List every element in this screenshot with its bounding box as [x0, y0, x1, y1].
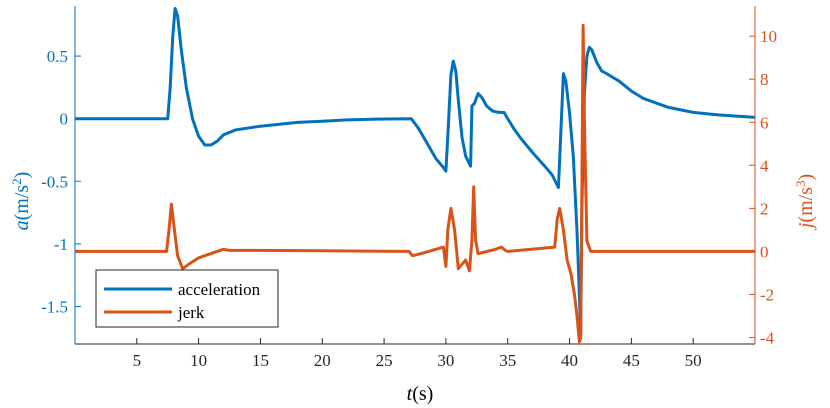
axes-layer [74, 6, 756, 345]
y-tick-label-left: 0 [60, 110, 69, 129]
y-tick-label-right: -4 [760, 329, 775, 348]
y-tick-label-right: 10 [760, 27, 777, 46]
y-tick-label-right: 4 [760, 156, 769, 175]
series-line-acceleration [75, 7, 756, 336]
x-tick-label: 5 [133, 351, 142, 370]
y-tick-label-right: 2 [760, 199, 769, 218]
y-tick-label-right: 0 [760, 242, 769, 261]
x-axis-label: t(s) [407, 383, 434, 405]
y-tick-label-right: 6 [760, 113, 769, 132]
x-tick-label: 50 [685, 351, 702, 370]
x-tick-label: 20 [314, 351, 331, 370]
series-line-jerk [75, 23, 755, 344]
y-tick-label-left: -1 [54, 235, 68, 254]
x-tick-label: 10 [190, 351, 207, 370]
y-tick-label-right: -2 [760, 285, 774, 304]
x-tick-label: 45 [623, 351, 640, 370]
y-tick-label-left: 0.5 [47, 47, 68, 66]
legend: acceleration jerk [95, 269, 279, 328]
legend-label-jerk: jerk [177, 303, 205, 322]
x-tick-label: 15 [252, 351, 269, 370]
y-axis-label-left: a(m/s2) [9, 172, 34, 231]
y-tick-label-left: -0.5 [41, 172, 68, 191]
x-tick-label: 30 [437, 351, 454, 370]
ticks-layer: 5 10 15 20 25 30 35 40 45 500.50-0.5-1-1.51086420… [41, 27, 777, 370]
x-tick-label: 40 [561, 351, 578, 370]
y-axis-label-right: j(m/s3) [793, 174, 818, 231]
y-tick-label-right: 8 [760, 70, 769, 89]
x-tick-label: 25 [376, 351, 393, 370]
y-tick-label-left: -1.5 [41, 297, 68, 316]
legend-box [95, 269, 279, 328]
x-tick-label: 35 [499, 351, 516, 370]
legend-label-acceleration: acceleration [178, 280, 261, 299]
curves-layer [75, 7, 756, 344]
